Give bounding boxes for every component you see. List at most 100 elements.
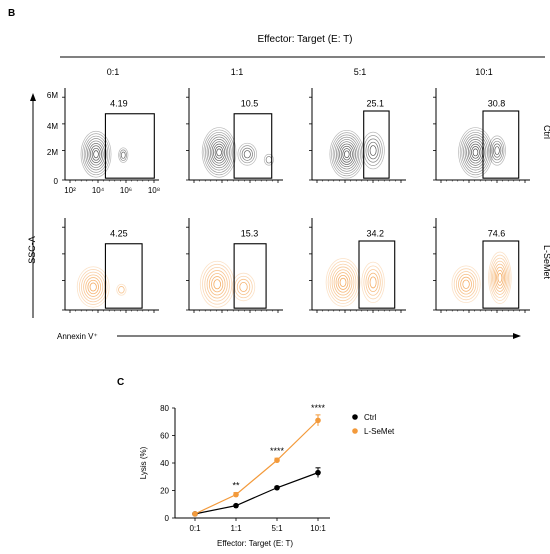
- contour-line: [85, 277, 102, 297]
- data-point: [192, 511, 198, 517]
- gate-percentage: 30.8: [488, 98, 506, 108]
- contour-line: [239, 145, 255, 164]
- contour-line: [331, 132, 363, 177]
- contour-line: [214, 146, 224, 159]
- flow-plot: 15.3: [186, 218, 283, 313]
- annexin-arrowhead: [513, 333, 521, 339]
- chart-y-tick-label: 40: [160, 459, 169, 468]
- contour-line: [80, 130, 112, 178]
- contour-line: [83, 274, 104, 300]
- contour-line: [458, 273, 475, 295]
- contour-line: [231, 272, 256, 302]
- column-header: 1:1: [231, 67, 244, 77]
- chart-x-tick-label: 5:1: [271, 524, 283, 533]
- gate-percentage: 74.6: [488, 228, 506, 238]
- contour-line: [90, 145, 102, 164]
- column-header: 5:1: [354, 67, 367, 77]
- contour-line: [327, 260, 359, 304]
- contour-line: [208, 273, 226, 296]
- contour-line: [490, 257, 509, 298]
- contour-line: [243, 150, 251, 159]
- chart-y-tick-label: 0: [165, 514, 170, 523]
- contour-line: [83, 135, 109, 173]
- flow-plot: 74.6: [433, 218, 530, 313]
- gate-rectangle: [358, 240, 396, 309]
- data-point: [274, 457, 280, 464]
- contour-line: [491, 140, 503, 161]
- gate-percentage: 25.1: [367, 98, 385, 108]
- row-label-ctrl: Ctrl: [542, 125, 550, 139]
- contour-line: [206, 134, 232, 171]
- contour-line: [334, 136, 360, 172]
- contour-line: [342, 148, 352, 161]
- contour-line: [497, 272, 503, 283]
- contour-line: [335, 272, 351, 293]
- lysis-chart: Lysis (%) Effector: Target (E: T) 0 20 40 6…: [139, 403, 395, 548]
- legend-label: L-SeMet: [364, 427, 395, 436]
- contour-line: [213, 143, 226, 162]
- data-point: [233, 502, 239, 509]
- contour-line: [332, 134, 361, 174]
- contour-line: [489, 138, 505, 163]
- chart-x-tick-label: 10:1: [310, 524, 326, 533]
- contour-line: [363, 265, 383, 300]
- contour-line: [367, 272, 379, 292]
- chart-x-tick-label: 1:1: [230, 524, 242, 533]
- contour-line: [493, 263, 507, 292]
- x-tick-label: 10⁶: [120, 186, 132, 195]
- contour-line: [340, 145, 353, 163]
- data-point: [315, 469, 321, 476]
- contour-line: [489, 254, 511, 301]
- contour-line: [206, 270, 228, 299]
- contour-line: [460, 276, 472, 292]
- gate-rectangle: [233, 243, 267, 309]
- contour-line: [325, 258, 361, 307]
- gate-rectangle: [104, 243, 143, 309]
- x-tick-label: 10⁴: [92, 186, 105, 195]
- contour-line: [120, 151, 126, 159]
- gate-rectangle: [363, 110, 390, 179]
- contour-line: [236, 278, 251, 296]
- contour-line: [464, 136, 487, 169]
- chart-y-tick-label: 80: [160, 404, 169, 413]
- contour-line: [213, 279, 221, 290]
- contour-line: [472, 148, 479, 157]
- gate-percentage: 4.25: [110, 228, 128, 238]
- contour-line: [234, 275, 253, 299]
- row-label-lsemet: L-SeMet: [542, 245, 550, 280]
- contour-line: [462, 279, 470, 289]
- y-tick-label: 2M: [47, 148, 58, 157]
- gate-percentage: 4.19: [110, 98, 128, 108]
- legend-marker: [352, 414, 358, 420]
- contour-line: [241, 147, 253, 161]
- contour-line: [337, 141, 356, 168]
- contour-line: [118, 147, 129, 163]
- contour-line: [333, 269, 353, 296]
- contour-line: [85, 138, 107, 171]
- contour-line: [471, 146, 480, 159]
- significance-marker: ****: [311, 403, 326, 413]
- contour-line: [86, 140, 106, 168]
- flow-plot: 34.2: [309, 218, 406, 313]
- gate-percentage: 15.3: [241, 228, 259, 238]
- contour-line: [201, 127, 237, 178]
- contour-line: [119, 149, 127, 161]
- contour-line: [492, 143, 502, 158]
- contour-line: [344, 150, 350, 159]
- ssc-axis-label: SSC-A: [27, 236, 37, 264]
- contour-line: [116, 283, 127, 296]
- gate-rectangle: [482, 240, 520, 309]
- x-tick-label: 10²: [64, 186, 76, 195]
- contour-line: [89, 282, 97, 292]
- contour-line: [76, 266, 110, 308]
- contour-line: [331, 266, 355, 299]
- flow-plot: 4.25: [62, 218, 159, 313]
- contour-line: [339, 277, 347, 288]
- contour-line: [363, 135, 383, 166]
- contour-line: [463, 134, 488, 171]
- contour-line: [211, 276, 224, 293]
- contour-line: [88, 142, 104, 166]
- contour-line: [365, 138, 381, 163]
- chart-x-tick-label: 0:1: [189, 524, 201, 533]
